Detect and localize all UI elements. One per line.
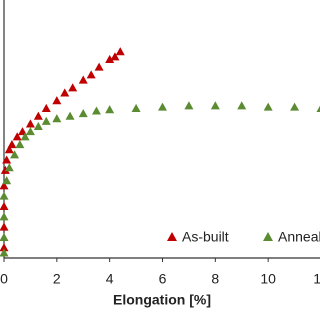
point <box>158 102 167 111</box>
x-tick-label: 4 <box>106 271 114 287</box>
point <box>20 132 30 141</box>
x-tick-label: 12 <box>313 271 320 287</box>
point <box>105 54 115 63</box>
point <box>86 70 96 79</box>
point <box>210 101 220 110</box>
point <box>105 105 115 114</box>
point <box>115 47 125 56</box>
point <box>12 132 22 141</box>
point <box>0 181 9 190</box>
point <box>0 165 10 174</box>
point <box>52 96 62 105</box>
legend-marker <box>263 232 273 241</box>
point <box>78 109 88 118</box>
point <box>0 191 9 200</box>
x-tick-label: 8 <box>211 271 219 287</box>
point <box>4 145 14 154</box>
point <box>15 139 25 149</box>
point <box>60 88 70 97</box>
point <box>4 163 14 172</box>
point <box>41 103 51 112</box>
point <box>2 176 12 185</box>
point <box>0 243 9 252</box>
point <box>52 114 62 123</box>
point <box>131 103 141 112</box>
point <box>290 102 300 111</box>
point <box>263 102 273 111</box>
point <box>184 101 194 110</box>
x-tick-label: 0 <box>0 271 8 287</box>
point <box>0 248 9 257</box>
legend-label: As-built <box>182 229 229 245</box>
point <box>41 116 51 125</box>
point <box>25 127 35 136</box>
point <box>94 62 104 71</box>
point <box>0 232 9 241</box>
point <box>237 101 247 110</box>
point <box>10 150 20 159</box>
point <box>0 222 9 231</box>
point <box>78 75 88 84</box>
point <box>2 155 12 164</box>
x-tick-label: 2 <box>53 271 61 287</box>
point <box>0 201 9 210</box>
point <box>25 119 35 128</box>
legend-label: Annealed <box>278 229 320 245</box>
point <box>65 111 75 120</box>
legend-marker <box>167 232 177 241</box>
point <box>68 83 78 92</box>
point <box>110 52 120 61</box>
point <box>33 111 43 120</box>
point <box>316 105 320 112</box>
point <box>7 139 17 149</box>
x-tick-label: 6 <box>159 271 167 287</box>
x-tick-label: 10 <box>260 271 276 287</box>
x-axis-title: Elongation [%] <box>113 292 211 308</box>
point <box>0 212 9 221</box>
point <box>33 121 43 131</box>
point <box>91 106 101 115</box>
